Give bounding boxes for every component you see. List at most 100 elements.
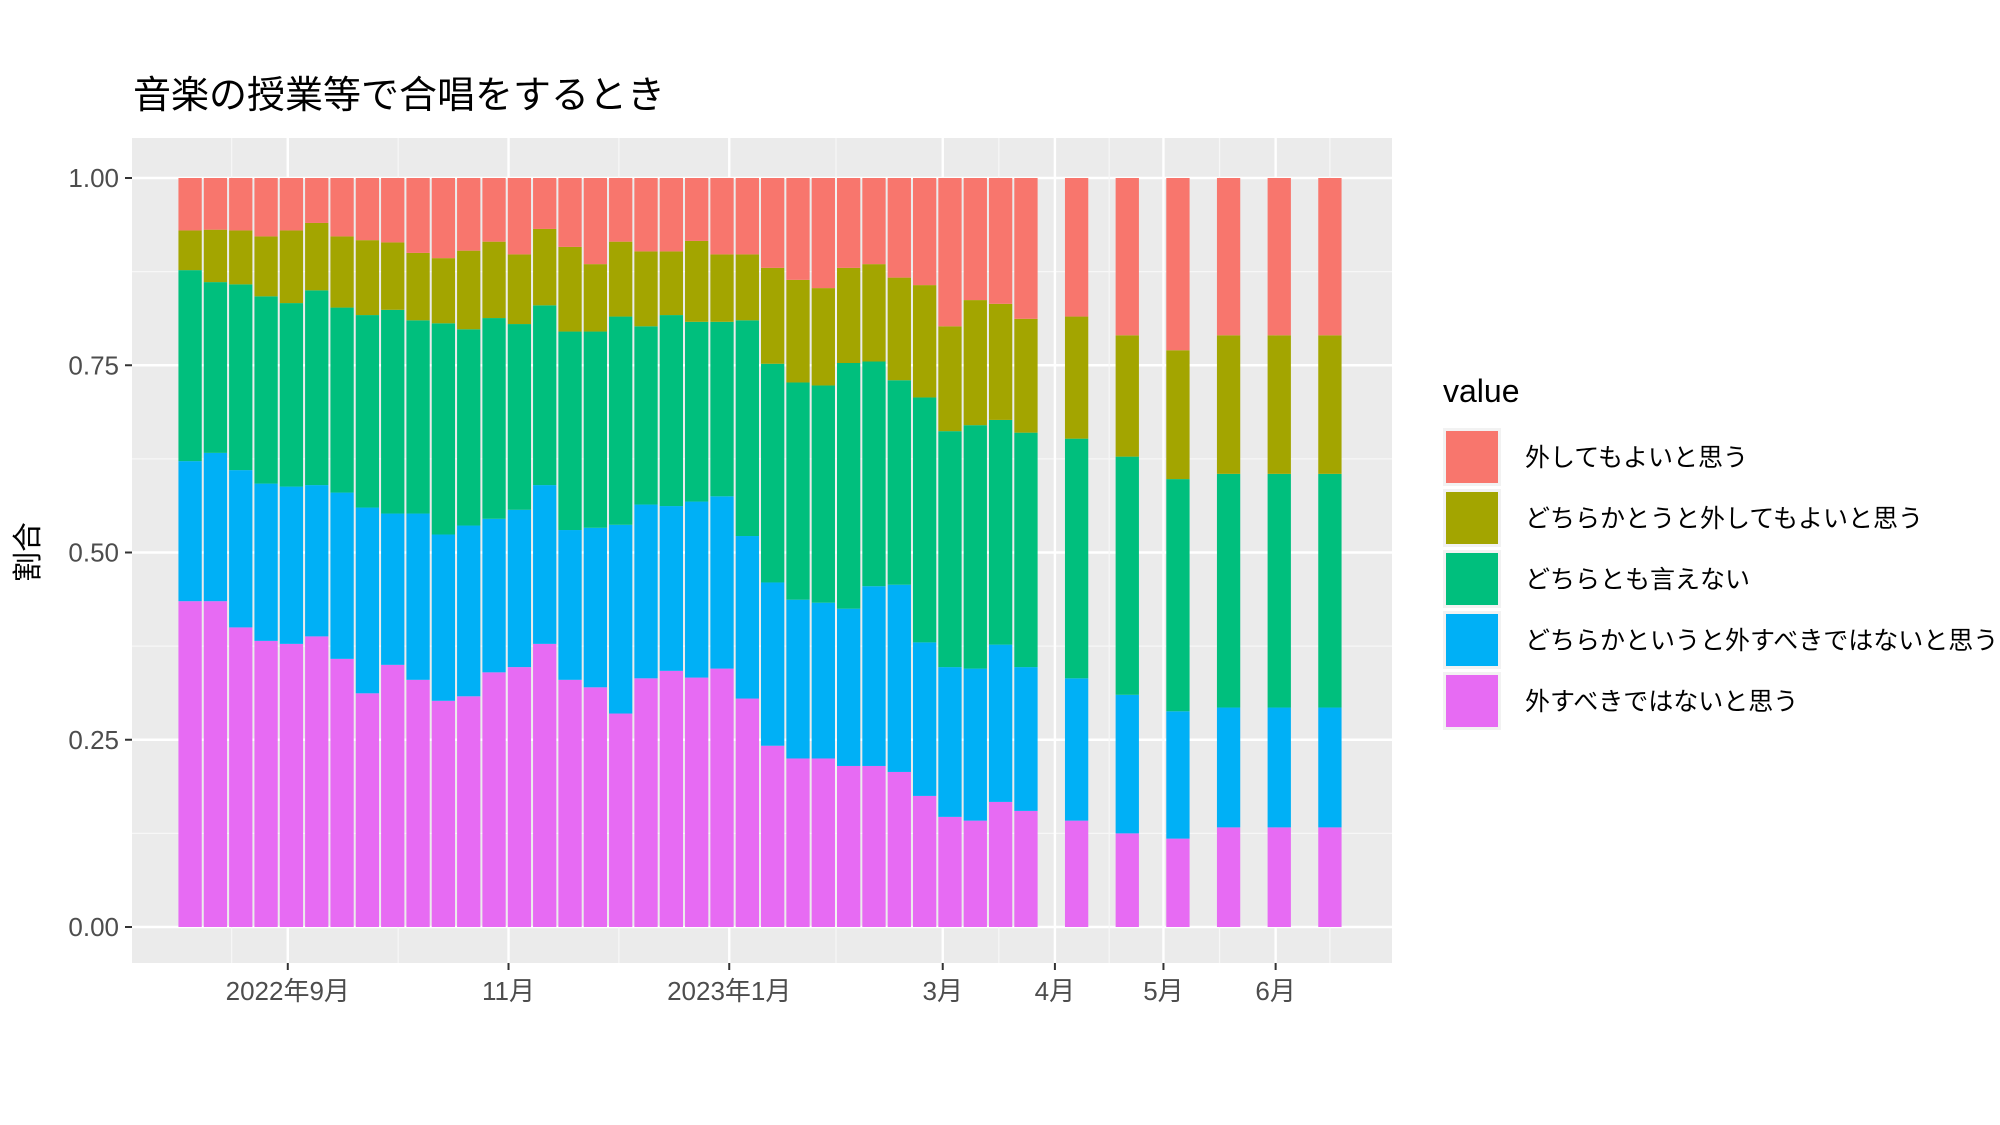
bar-segment-2-17: [609, 316, 633, 525]
bar-segment-2-5: [305, 290, 329, 486]
bar-segment-3-37: [1216, 335, 1241, 474]
bar-segment-4-14: [533, 178, 557, 229]
bar-segment-0-4: [279, 643, 304, 927]
bar-segment-3-30: [938, 326, 962, 432]
chart-title: 音楽の授業等で合唱をするとき: [133, 73, 665, 117]
bar-segment-2-18: [634, 326, 658, 505]
bar-segment-4-3: [254, 178, 278, 237]
bar-segment-4-21: [710, 178, 734, 255]
bar-segment-4-31: [963, 178, 987, 301]
bar-segment-0-22: [735, 698, 759, 927]
legend-label: どちらかとうと外してもよいと思う: [1525, 504, 1923, 533]
bar-segment-0-15: [558, 679, 582, 927]
bar-segment-4-12: [482, 178, 506, 242]
bar-segment-0-31: [963, 820, 987, 927]
bar-segment-1-26: [837, 608, 861, 766]
bar-segment-1-3: [254, 483, 278, 641]
bar-segment-3-25: [811, 288, 835, 386]
bar-segment-0-0: [178, 601, 202, 927]
bar-segment-0-16: [583, 687, 608, 927]
bar-segment-4-19: [659, 178, 683, 252]
legend-swatch: [1446, 553, 1498, 605]
bar-segment-1-39: [1318, 707, 1342, 828]
bar-segment-0-2: [229, 627, 253, 927]
x-tick-label: 6月: [1255, 976, 1295, 1006]
bar-segment-4-33: [1014, 178, 1038, 319]
bar-segment-0-11: [457, 696, 481, 927]
bar-segment-1-21: [710, 496, 734, 669]
y-tick-label: 0.50: [68, 538, 119, 568]
bar-segment-2-21: [710, 321, 734, 497]
y-axis-label: 割合: [11, 522, 46, 582]
bar-segment-2-10: [431, 323, 456, 535]
bar-segment-2-30: [938, 431, 962, 668]
bar-segment-0-17: [609, 713, 633, 927]
bar-segment-0-36: [1166, 838, 1190, 927]
y-tick-label: 1.00: [68, 163, 119, 193]
bar-segment-4-22: [735, 178, 759, 255]
bar-segment-4-11: [457, 178, 481, 251]
bar-segment-4-28: [887, 178, 911, 278]
bar-segment-4-27: [862, 178, 886, 265]
bar-segment-4-29: [912, 178, 937, 286]
x-tick-label: 2022年9月: [226, 976, 350, 1006]
bar-segment-3-10: [431, 258, 456, 324]
y-tick-label: 0.00: [68, 912, 119, 942]
bar-segment-1-37: [1216, 707, 1241, 828]
bar-segment-3-7: [355, 240, 380, 316]
bar-segment-2-8: [381, 309, 405, 514]
bar-segment-2-32: [988, 419, 1013, 645]
bar-segment-2-3: [254, 296, 278, 484]
bar-segment-3-12: [482, 241, 506, 319]
bar-segment-2-28: [887, 380, 911, 585]
bar-segment-2-2: [229, 284, 253, 471]
bar-segment-4-5: [305, 178, 329, 223]
bar-segment-2-29: [912, 397, 937, 643]
bar-segment-1-4: [279, 486, 304, 644]
bar-segment-2-23: [761, 363, 785, 583]
bar-segment-2-34: [1064, 438, 1089, 679]
bar-segment-4-34: [1064, 178, 1089, 317]
bar-segment-3-31: [963, 300, 987, 426]
bar-segment-1-14: [533, 485, 557, 644]
bars-group: [178, 178, 1342, 927]
bar-segment-4-30: [938, 178, 962, 327]
bar-segment-1-23: [761, 582, 785, 746]
legend-label: どちらかというと外すべきではないと思う: [1525, 626, 1998, 655]
bar-segment-3-39: [1318, 335, 1342, 474]
legend-title: value: [1443, 373, 1520, 409]
bar-segment-3-3: [254, 236, 278, 297]
bar-segment-3-13: [507, 254, 532, 325]
bar-segment-1-34: [1064, 678, 1089, 821]
x-tick-label: 3月: [922, 976, 962, 1006]
bar-segment-0-12: [482, 672, 506, 927]
bar-segment-1-2: [229, 470, 253, 628]
bar-segment-2-14: [533, 305, 557, 486]
bar-segment-4-23: [761, 178, 785, 268]
bar-segment-2-13: [507, 324, 532, 510]
bar-segment-2-1: [203, 282, 228, 453]
bar-segment-0-1: [203, 601, 228, 927]
bar-segment-3-14: [533, 228, 557, 306]
bar-segment-2-9: [406, 320, 430, 514]
bar-segment-4-25: [811, 178, 835, 289]
bar-segment-2-4: [279, 303, 304, 487]
bar-segment-1-22: [735, 536, 759, 699]
bar-segment-4-4: [279, 178, 304, 231]
bar-segment-1-11: [457, 525, 481, 697]
bar-segment-4-10: [431, 178, 456, 259]
bar-segment-4-13: [507, 178, 532, 255]
bar-segment-1-5: [305, 485, 329, 637]
bar-segment-1-30: [938, 667, 962, 817]
legend-items: 外してもよいと思うどちらかとうと外してもよいと思うどちらとも言えないどちらかとい…: [1443, 428, 1998, 730]
legend-swatch: [1446, 675, 1498, 727]
bar-segment-2-16: [583, 331, 608, 528]
bar-segment-3-2: [229, 230, 253, 285]
bar-segment-0-20: [685, 677, 709, 927]
bar-segment-4-38: [1267, 178, 1291, 336]
bar-segment-3-17: [609, 241, 633, 317]
bar-segment-2-27: [862, 361, 886, 587]
bar-segment-3-11: [457, 250, 481, 330]
bar-segment-2-0: [178, 270, 202, 462]
